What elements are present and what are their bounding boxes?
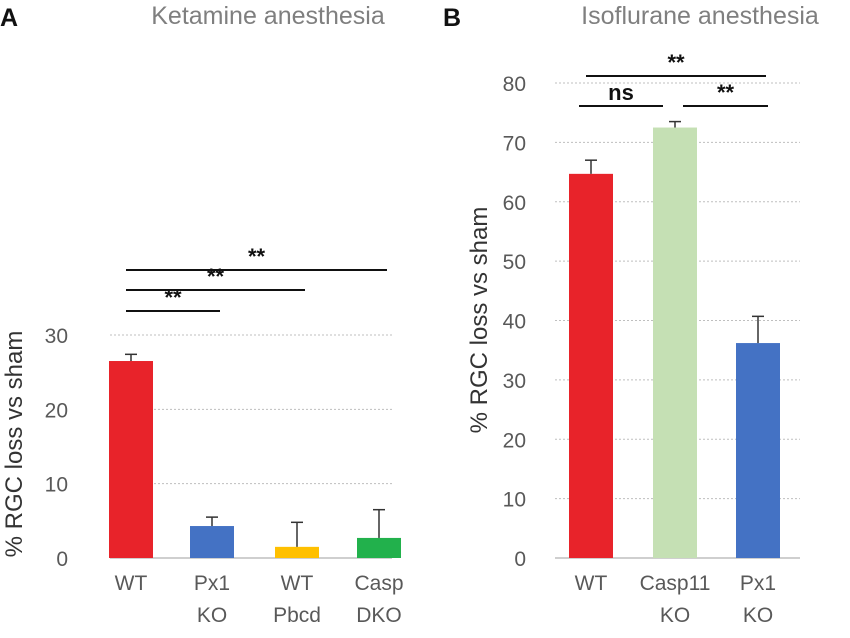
y-tick-label: 40 bbox=[503, 311, 526, 334]
y-tick-label: 70 bbox=[503, 132, 526, 155]
x-tick-label: KO bbox=[743, 604, 773, 627]
significance-label: ** bbox=[717, 80, 735, 105]
y-tick-label: 10 bbox=[45, 474, 68, 497]
x-tick-label: Casp bbox=[354, 572, 403, 595]
y-tick-label: 0 bbox=[514, 548, 526, 571]
chart-title: Ketamine anesthesia bbox=[151, 2, 385, 30]
significance-label: ns bbox=[608, 80, 634, 105]
significance-label: ** bbox=[164, 285, 182, 310]
x-tick-label: WT bbox=[575, 572, 608, 595]
bar bbox=[357, 537, 401, 558]
x-tick-label: WT bbox=[281, 572, 314, 595]
y-tick-label: 30 bbox=[503, 370, 526, 393]
bar bbox=[569, 173, 613, 558]
significance-label: ** bbox=[207, 264, 225, 289]
y-tick-label: 60 bbox=[503, 192, 526, 215]
panel-label: B bbox=[443, 4, 461, 32]
x-tick-label: Pbcd bbox=[273, 604, 321, 627]
y-tick-label: 10 bbox=[503, 489, 526, 512]
x-tick-label: Px1 bbox=[194, 572, 230, 595]
x-tick-label: KO bbox=[660, 604, 690, 627]
significance-label: ** bbox=[667, 50, 685, 75]
x-tick-label: KO bbox=[197, 604, 227, 627]
y-axis-label: % RGC loss vs sham bbox=[466, 207, 493, 434]
y-tick-label: 20 bbox=[503, 429, 526, 452]
x-tick-label: Px1 bbox=[740, 572, 776, 595]
y-tick-label: 80 bbox=[503, 73, 526, 96]
significance-label: ** bbox=[248, 244, 266, 269]
panel-label: A bbox=[0, 4, 18, 32]
chart-title: Isoflurane anesthesia bbox=[581, 2, 819, 30]
bar bbox=[109, 361, 153, 558]
bar bbox=[653, 127, 697, 558]
y-tick-label: 0 bbox=[56, 548, 68, 571]
x-tick-label: DKO bbox=[356, 604, 402, 627]
panel-a: A Ketamine anesthesia 0 10 20 30 % RGC loss vs… bbox=[0, 2, 404, 627]
y-tick-label: 20 bbox=[45, 399, 68, 422]
y-tick-label: 30 bbox=[45, 325, 68, 348]
x-tick-label: Casp11 bbox=[640, 572, 711, 595]
y-tick-label: 50 bbox=[503, 251, 526, 274]
y-axis-label: % RGC loss vs sham bbox=[1, 331, 28, 558]
bar bbox=[190, 526, 234, 558]
panel-b: B Isoflurane anesthesia 0 10 20 30 40 50 60 70 80%… bbox=[443, 2, 819, 627]
x-tick-label: WT bbox=[115, 572, 148, 595]
bar bbox=[736, 343, 780, 558]
bar bbox=[275, 546, 319, 558]
